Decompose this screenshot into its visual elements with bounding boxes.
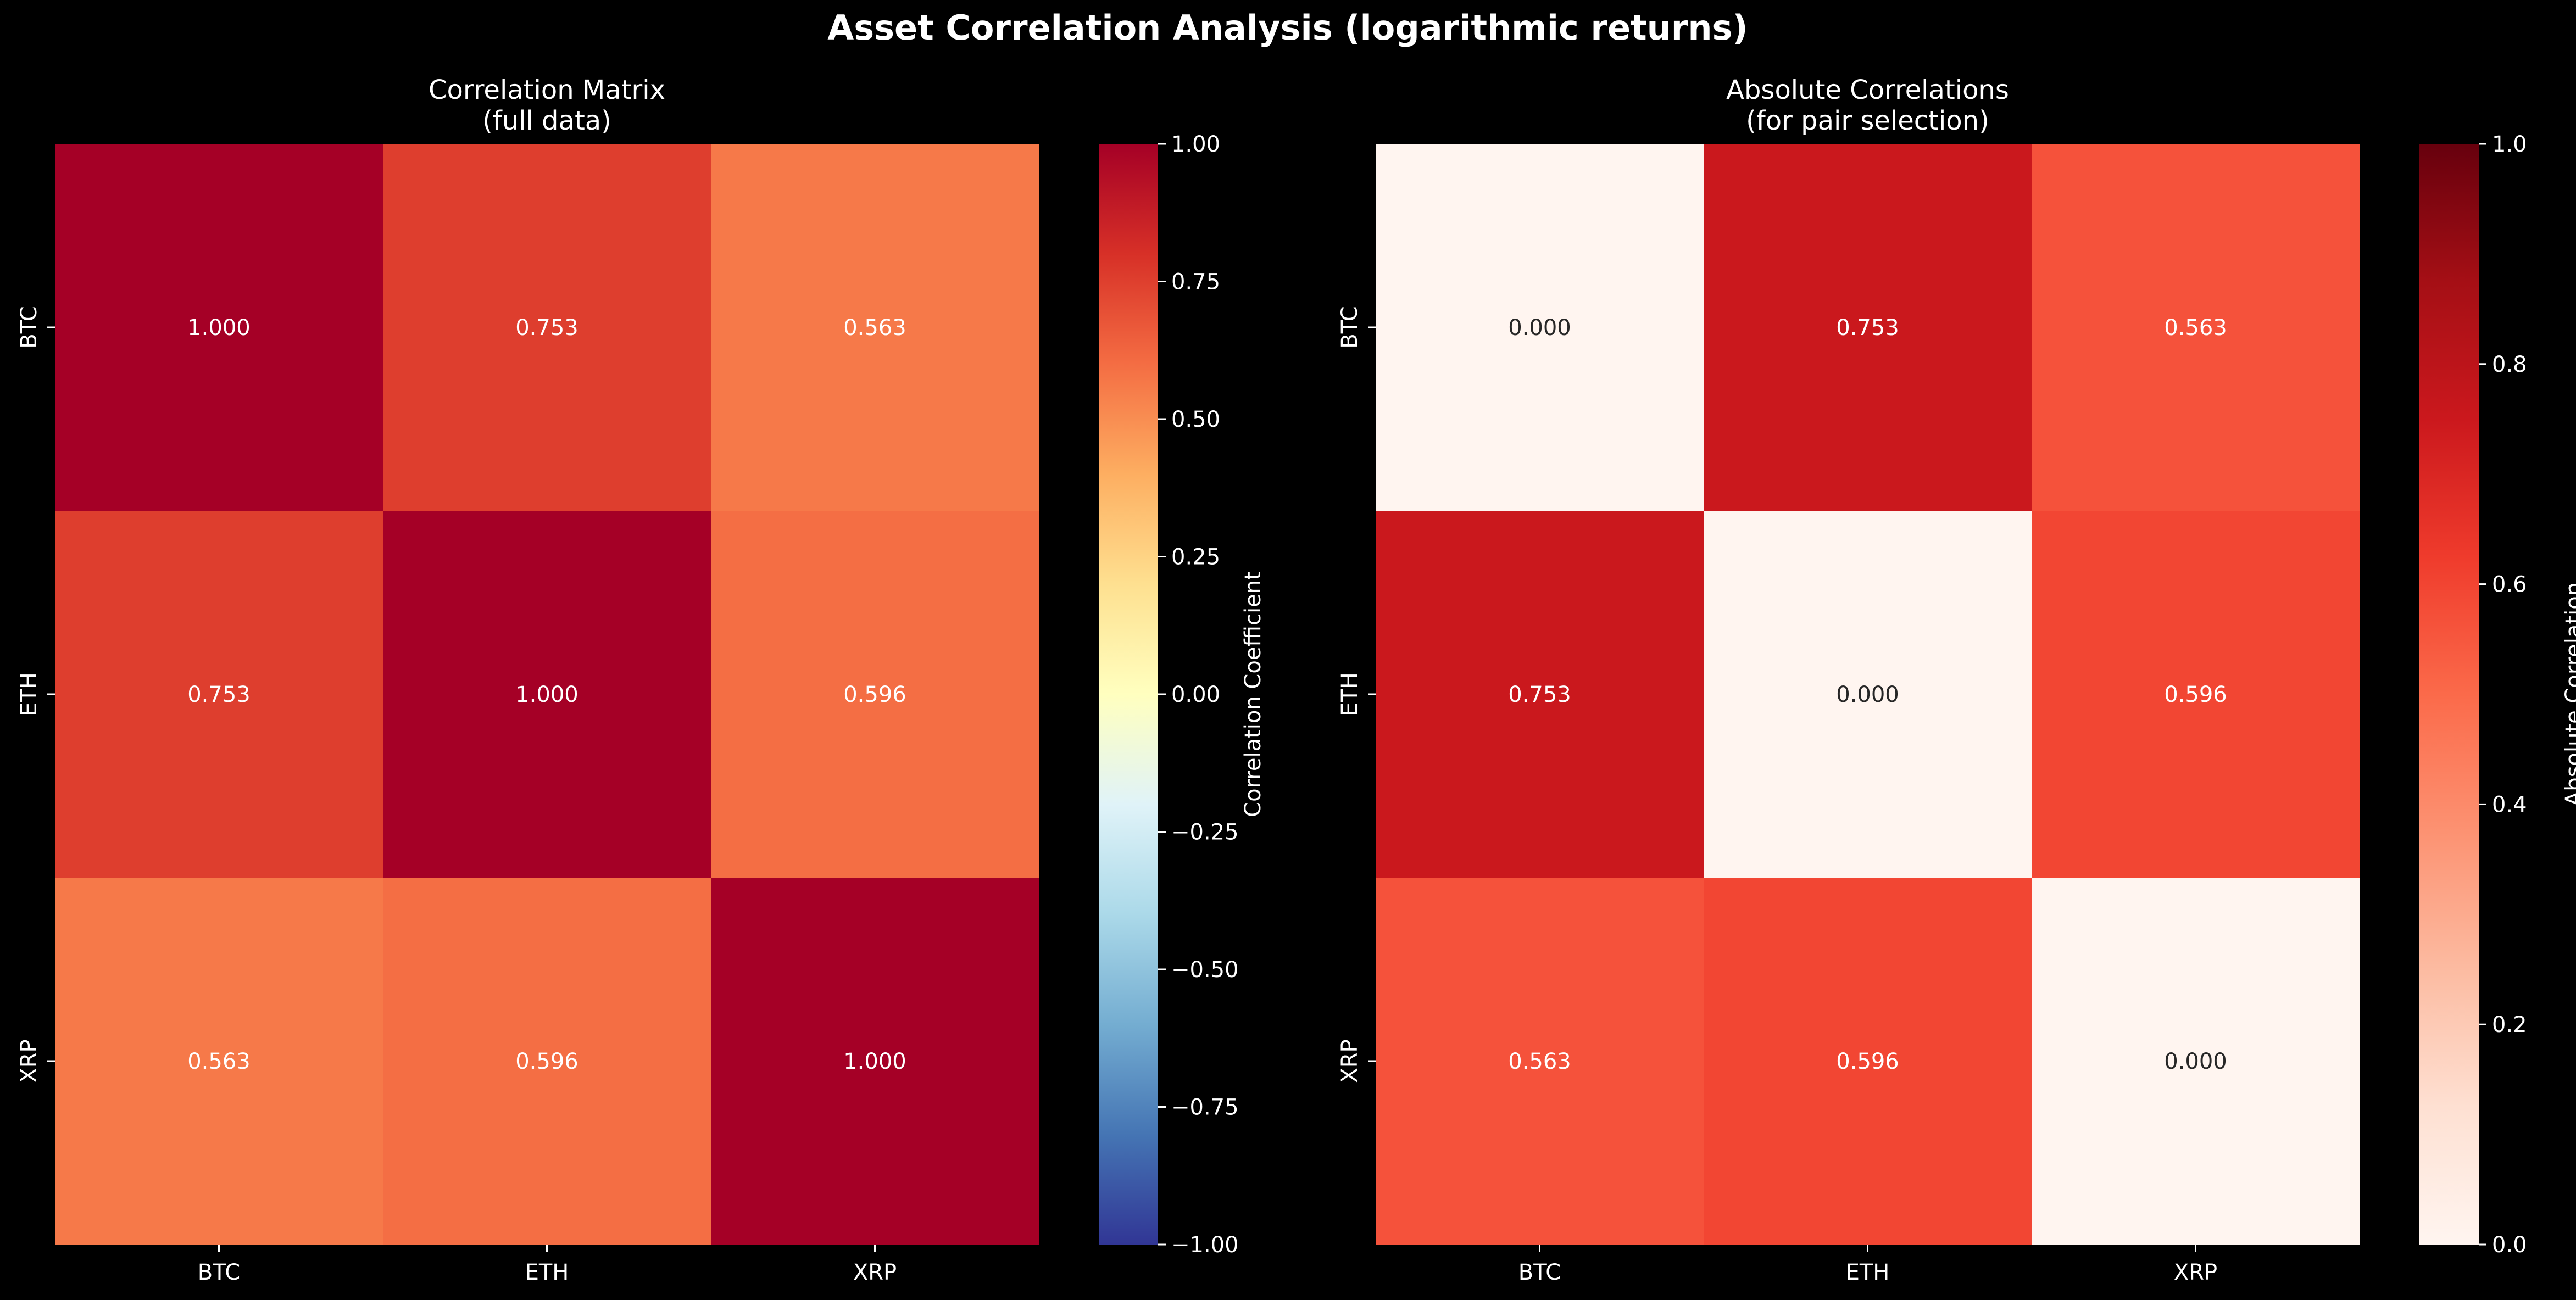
y-tick-label: BTC — [1337, 306, 1362, 348]
cell-value-label: 0.000 — [2164, 1049, 2227, 1074]
colorbar-tick-label: 1.0 — [2492, 132, 2527, 157]
heatmap-cell — [55, 511, 383, 878]
colorbar-tick-label: 0.2 — [2492, 1012, 2527, 1037]
x-tick-label: ETH — [525, 1260, 569, 1285]
y-tick-label: BTC — [16, 306, 42, 348]
colorbar-tick-label: 0.00 — [1171, 682, 1220, 707]
cell-value-label: 1.000 — [515, 682, 578, 707]
heatmap-cell — [2032, 511, 2360, 878]
heatmap-cell — [1704, 144, 2032, 511]
panel-title-line: (full data) — [482, 105, 611, 136]
heatmap-cell — [711, 144, 1039, 511]
cell-value-label: 0.753 — [515, 315, 578, 341]
cell-value-label: 0.000 — [1508, 315, 1571, 341]
cell-value-label: 0.563 — [843, 315, 906, 341]
cell-value-label: 0.753 — [1836, 315, 1899, 341]
colorbar-label: Absolute Correlation — [2561, 582, 2576, 806]
cell-value-label: 0.596 — [1836, 1049, 1899, 1074]
x-tick-label: BTC — [198, 1260, 240, 1285]
x-tick-label: XRP — [853, 1260, 897, 1285]
panel-title-line: Correlation Matrix — [429, 75, 665, 105]
colorbar-tick-label: 0.75 — [1171, 270, 1220, 295]
cell-value-label: 0.563 — [2164, 315, 2227, 341]
heatmap-cell — [1376, 511, 1704, 878]
heatmap-cell — [1704, 511, 2032, 878]
x-tick-label: XRP — [2174, 1260, 2217, 1285]
cell-value-label: 0.563 — [187, 1049, 251, 1074]
cell-value-label: 0.596 — [843, 682, 906, 707]
colorbar-tick-label: −0.25 — [1171, 820, 1239, 845]
colorbar-tick-label: 0.0 — [2492, 1232, 2527, 1258]
y-tick-label: XRP — [1337, 1039, 1362, 1083]
heatmap-cell — [383, 511, 711, 878]
colorbar-tick-label: −0.50 — [1171, 957, 1239, 983]
colorbar-tick-label: 0.6 — [2492, 572, 2527, 598]
heatmap-cell — [2032, 144, 2360, 511]
cell-value-label: 0.563 — [1508, 1049, 1571, 1074]
heatmap-cell — [1704, 878, 2032, 1245]
correlation-matrix-panel: Correlation Matrix(full data) 1.000 0.753 0… — [16, 75, 1266, 1285]
colorbar-tick-label: 0.50 — [1171, 407, 1220, 432]
panel-title-line: Absolute Correlations — [1726, 75, 2009, 105]
heatmap-cell — [711, 511, 1039, 878]
y-tick-label: ETH — [16, 672, 42, 716]
figure-title: Asset Correlation Analysis (logarithmic … — [827, 8, 1748, 48]
cell-value-label: 0.000 — [1836, 682, 1899, 707]
colorbar — [1099, 144, 1158, 1245]
cell-value-label: 0.753 — [187, 682, 251, 707]
colorbar-tick-label: 0.8 — [2492, 352, 2527, 377]
cell-value-label: 0.596 — [2164, 682, 2227, 707]
colorbar — [2419, 144, 2479, 1245]
colorbar-tick-label: 0.4 — [2492, 792, 2527, 817]
cell-value-label: 0.596 — [515, 1049, 578, 1074]
heatmap-cell — [2032, 878, 2360, 1245]
heatmap-cell — [55, 144, 383, 511]
absolute-correlations-panel: Absolute Correlations(for pair selection… — [1337, 75, 2576, 1285]
colorbar-tick-label: 1.00 — [1171, 132, 1220, 157]
cell-value-label: 1.000 — [187, 315, 251, 341]
colorbar-tick-label: −0.75 — [1171, 1095, 1239, 1120]
heatmap-cell — [383, 878, 711, 1245]
panel-title-line: (for pair selection) — [1746, 105, 1989, 136]
heatmap-cell — [383, 144, 711, 511]
y-tick-label: XRP — [16, 1039, 42, 1083]
cell-value-label: 1.000 — [843, 1049, 906, 1074]
x-tick-label: BTC — [1518, 1260, 1561, 1285]
heatmap-cell — [1376, 144, 1704, 511]
heatmap-cell — [1376, 878, 1704, 1245]
heatmap-cell — [711, 878, 1039, 1245]
x-tick-label: ETH — [1846, 1260, 1890, 1285]
y-tick-label: ETH — [1337, 672, 1362, 716]
colorbar-label: Correlation Coefficient — [1240, 571, 1266, 817]
colorbar-tick-label: 0.25 — [1171, 545, 1220, 570]
cell-value-label: 0.753 — [1508, 682, 1571, 707]
colorbar-tick-label: −1.00 — [1171, 1232, 1239, 1258]
heatmap-cell — [55, 878, 383, 1245]
